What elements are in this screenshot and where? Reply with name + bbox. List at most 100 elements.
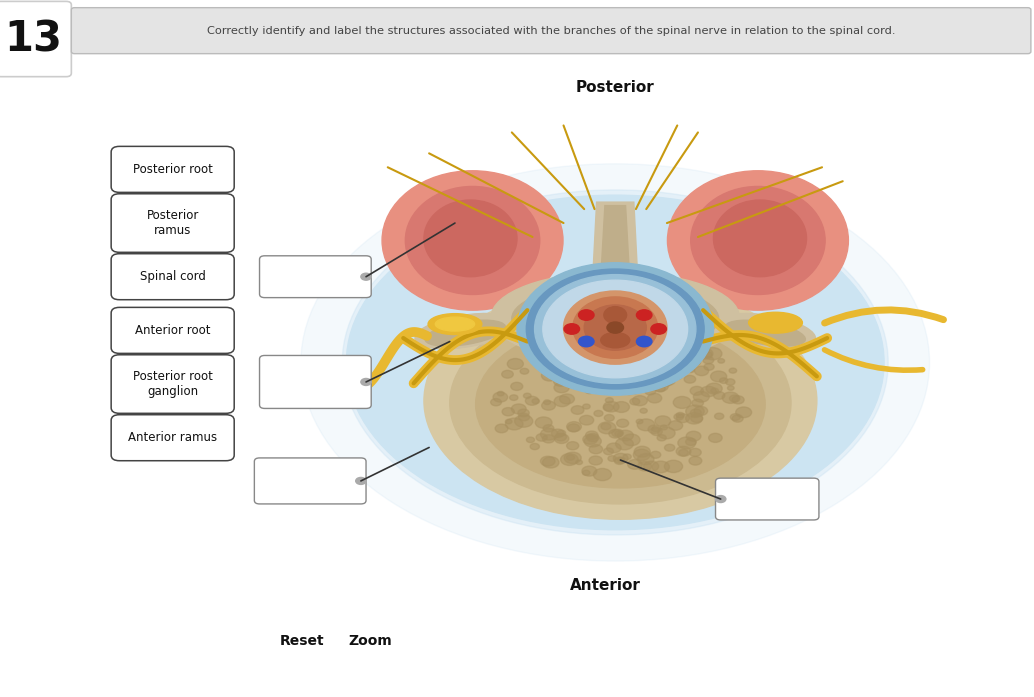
- Circle shape: [607, 322, 624, 333]
- Circle shape: [544, 400, 550, 404]
- Circle shape: [722, 392, 739, 404]
- Circle shape: [695, 344, 704, 351]
- Circle shape: [525, 397, 539, 405]
- Circle shape: [567, 422, 581, 431]
- Circle shape: [729, 395, 740, 402]
- Circle shape: [511, 382, 523, 390]
- Circle shape: [627, 362, 644, 374]
- Circle shape: [518, 413, 529, 421]
- FancyBboxPatch shape: [254, 458, 366, 504]
- Circle shape: [585, 387, 595, 394]
- Ellipse shape: [668, 171, 848, 310]
- Circle shape: [582, 466, 597, 476]
- Circle shape: [559, 394, 575, 404]
- Circle shape: [690, 386, 703, 395]
- Circle shape: [584, 436, 602, 447]
- Circle shape: [520, 368, 528, 374]
- Ellipse shape: [691, 186, 825, 294]
- Ellipse shape: [584, 305, 646, 350]
- Circle shape: [713, 392, 725, 399]
- Circle shape: [648, 425, 661, 434]
- Circle shape: [633, 396, 647, 406]
- Circle shape: [523, 393, 531, 399]
- Circle shape: [628, 459, 642, 469]
- Circle shape: [678, 349, 696, 361]
- Circle shape: [567, 442, 579, 450]
- Text: Spinal cord: Spinal cord: [140, 270, 206, 283]
- Circle shape: [618, 356, 630, 364]
- Circle shape: [512, 404, 526, 414]
- Circle shape: [571, 358, 583, 366]
- Circle shape: [543, 424, 554, 432]
- Circle shape: [613, 453, 628, 464]
- Circle shape: [536, 417, 552, 428]
- FancyBboxPatch shape: [716, 478, 819, 520]
- Circle shape: [695, 366, 708, 376]
- Circle shape: [605, 339, 616, 347]
- Ellipse shape: [573, 297, 658, 358]
- Ellipse shape: [749, 312, 802, 333]
- Circle shape: [554, 396, 570, 406]
- Circle shape: [545, 357, 555, 365]
- Circle shape: [704, 352, 712, 358]
- Circle shape: [570, 374, 586, 385]
- Ellipse shape: [476, 321, 765, 488]
- Circle shape: [714, 413, 724, 420]
- Text: Anterior root: Anterior root: [134, 324, 211, 337]
- Circle shape: [361, 273, 371, 280]
- Circle shape: [554, 383, 569, 392]
- Circle shape: [506, 418, 523, 430]
- Circle shape: [638, 344, 655, 355]
- Circle shape: [586, 350, 601, 360]
- Circle shape: [657, 435, 666, 441]
- Circle shape: [526, 437, 535, 443]
- Circle shape: [637, 309, 652, 321]
- Circle shape: [604, 415, 614, 421]
- Circle shape: [692, 399, 703, 407]
- Circle shape: [652, 338, 671, 351]
- Circle shape: [676, 446, 691, 457]
- Circle shape: [657, 376, 673, 387]
- Circle shape: [624, 454, 632, 459]
- Circle shape: [554, 434, 569, 443]
- Circle shape: [660, 375, 675, 385]
- Circle shape: [686, 438, 696, 445]
- Circle shape: [605, 397, 613, 403]
- Circle shape: [718, 359, 725, 363]
- Circle shape: [503, 408, 514, 416]
- Circle shape: [670, 338, 683, 348]
- Circle shape: [637, 419, 655, 431]
- Circle shape: [638, 454, 655, 465]
- Circle shape: [594, 468, 611, 481]
- Circle shape: [614, 457, 625, 464]
- Circle shape: [621, 372, 635, 381]
- Circle shape: [694, 392, 709, 402]
- Polygon shape: [592, 202, 638, 282]
- Circle shape: [687, 431, 701, 441]
- Circle shape: [613, 401, 630, 413]
- FancyBboxPatch shape: [112, 254, 234, 300]
- Circle shape: [617, 457, 624, 461]
- Circle shape: [644, 388, 656, 395]
- Circle shape: [660, 425, 668, 430]
- Circle shape: [515, 415, 533, 427]
- Circle shape: [736, 407, 752, 418]
- Circle shape: [608, 368, 615, 372]
- Circle shape: [694, 345, 709, 355]
- Circle shape: [703, 348, 722, 360]
- Ellipse shape: [415, 314, 516, 348]
- Circle shape: [608, 456, 616, 461]
- Circle shape: [697, 348, 713, 359]
- Circle shape: [565, 452, 581, 464]
- FancyBboxPatch shape: [112, 355, 234, 413]
- Circle shape: [660, 343, 669, 350]
- Circle shape: [655, 416, 671, 427]
- Circle shape: [535, 275, 696, 383]
- Circle shape: [676, 413, 685, 418]
- Circle shape: [568, 424, 580, 432]
- Circle shape: [586, 434, 599, 442]
- Circle shape: [501, 370, 513, 378]
- Circle shape: [704, 363, 714, 370]
- Circle shape: [555, 372, 571, 383]
- Text: Correctly identify and label the structures associated with the branches of the : Correctly identify and label the structu…: [207, 26, 895, 36]
